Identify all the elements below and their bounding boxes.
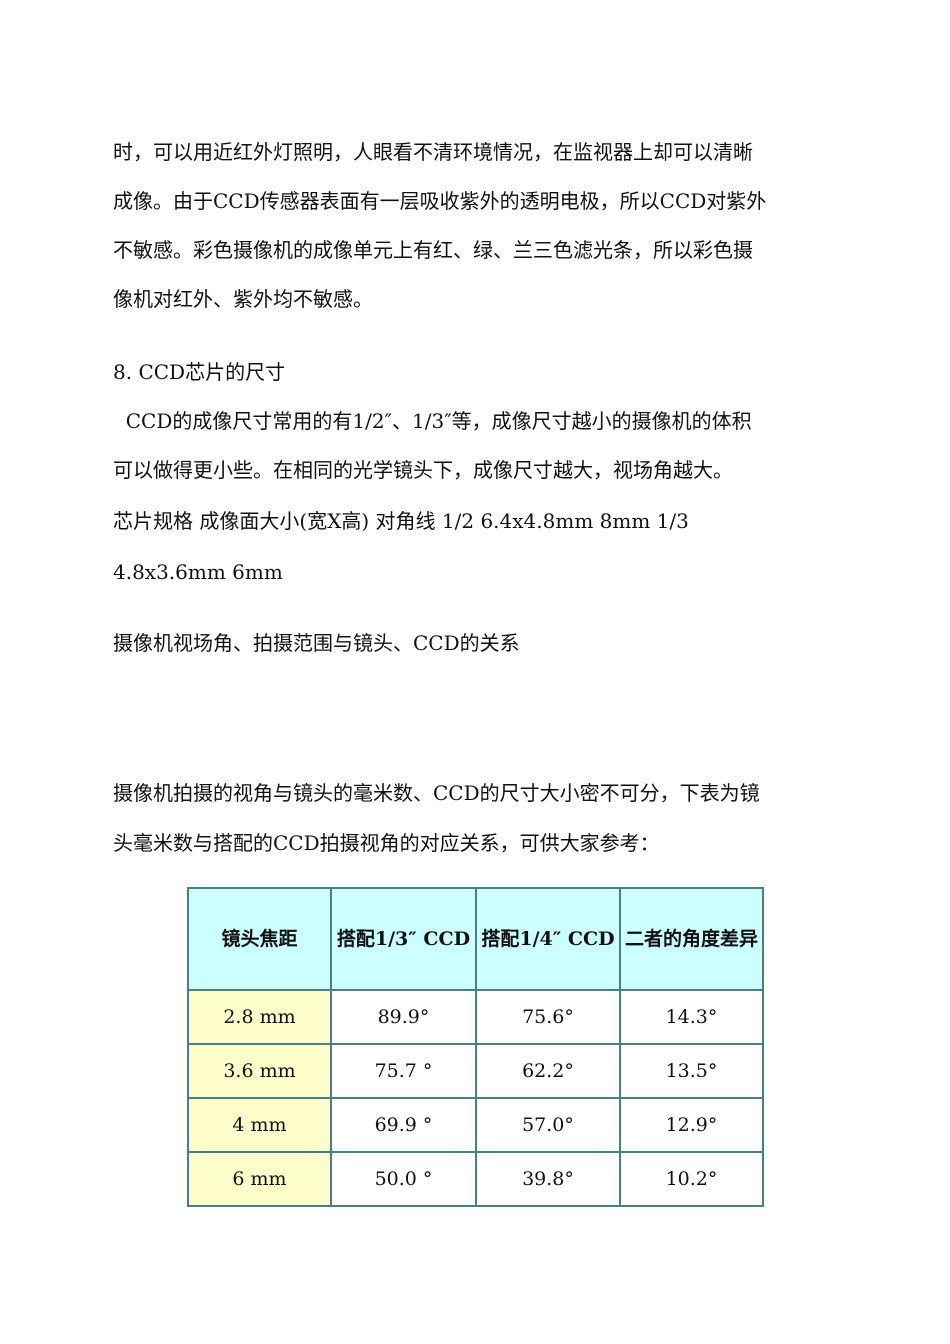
- table-cell: 89.9°: [330, 989, 477, 1045]
- paragraph-line: 时，可以用近红外灯照明，人眼看不清环境情况，在监视器上却可以清晰: [113, 140, 753, 164]
- paragraph-line: 摄像机拍摄的视角与镜头的毫米数、CCD的尺寸大小密不可分，下表为镜: [113, 781, 760, 805]
- focal-length-angle-table: 镜头焦距 搭配1/3″ CCD 搭配1/4″ CCD 二者的角度差异 2.8 m…: [187, 887, 764, 1207]
- paragraph-line: 芯片规格 成像面大小(宽X高) 对角线 1/2 6.4x4.8mm 8mm 1/…: [113, 509, 689, 533]
- table-cell: 57.0°: [475, 1097, 621, 1153]
- table-cell: 69.9 °: [330, 1097, 477, 1153]
- paragraph-line: 不敏感。彩色摄像机的成像单元上有红、绿、兰三色滤光条，所以彩色摄: [113, 238, 753, 262]
- paragraph-line: 像机对红外、紫外均不敏感。: [113, 287, 373, 311]
- table-cell: 12.9°: [619, 1097, 764, 1153]
- table-cell: 62.2°: [475, 1043, 621, 1099]
- header-cell: 搭配1/3″ CCD: [330, 887, 477, 991]
- table-cell: 4 mm: [187, 1097, 332, 1153]
- header-cell: 搭配1/4″ CCD: [475, 887, 621, 991]
- table-cell: 39.8°: [475, 1151, 621, 1207]
- paragraph-line: 头毫米数与搭配的CCD拍摄视角的对应关系，可供大家参考：: [113, 831, 660, 855]
- section-heading: 8. CCD芯片的尺寸: [113, 360, 286, 384]
- table-cell: 14.3°: [619, 989, 764, 1045]
- paragraph-line: 成像。由于CCD传感器表面有一层吸收紫外的透明电极，所以CCD对紫外: [113, 189, 767, 213]
- header-cell: 镜头焦距: [187, 887, 332, 991]
- table-cell: 75.6°: [475, 989, 621, 1045]
- paragraph-line: 可以做得更小些。在相同的光学镜头下，成像尺寸越大，视场角越大。: [113, 458, 733, 482]
- table-cell: 2.8 mm: [187, 989, 332, 1045]
- paragraph-line: 4.8x3.6mm 6mm: [113, 560, 283, 584]
- table-cell: 10.2°: [619, 1151, 764, 1207]
- table-row: 2.8 mm 89.9° 75.6° 14.3°: [187, 989, 764, 1045]
- table-row: 3.6 mm 75.7 ° 62.2° 13.5°: [187, 1043, 764, 1099]
- table-header-row: 镜头焦距 搭配1/3″ CCD 搭配1/4″ CCD 二者的角度差异: [187, 887, 764, 991]
- table-cell: 3.6 mm: [187, 1043, 332, 1099]
- table-cell: 13.5°: [619, 1043, 764, 1099]
- table-row: 4 mm 69.9 ° 57.0° 12.9°: [187, 1097, 764, 1153]
- paragraph-line: CCD的成像尺寸常用的有1/2″、1/3″等，成像尺寸越小的摄像机的体积: [113, 409, 752, 433]
- table-cell: 75.7 °: [330, 1043, 477, 1099]
- paragraph-line: 摄像机视场角、拍摄范围与镜头、CCD的关系: [113, 631, 520, 655]
- table-row: 6 mm 50.0 ° 39.8° 10.2°: [187, 1151, 764, 1207]
- table-cell: 50.0 °: [330, 1151, 477, 1207]
- header-cell: 二者的角度差异: [619, 887, 764, 991]
- table-cell: 6 mm: [187, 1151, 332, 1207]
